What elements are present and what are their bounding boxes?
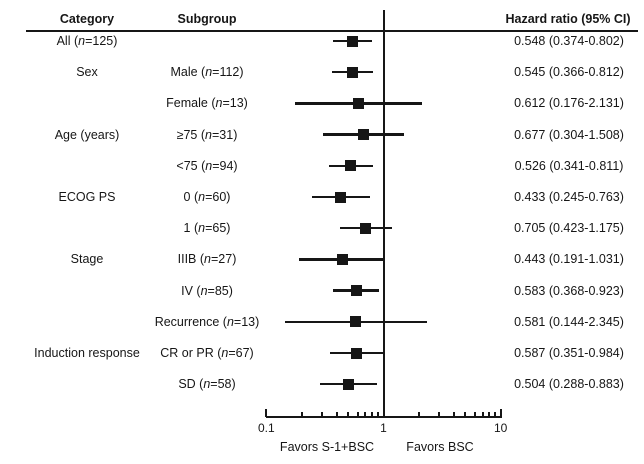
subgroup-label: ≥75 (n=31) xyxy=(176,127,238,142)
x-axis-minor-tick xyxy=(364,412,367,417)
hr-value: 0.548 (0.374-0.802) xyxy=(514,34,624,48)
hr-value: 0.581 (0.144-2.345) xyxy=(514,314,624,329)
hr-value: 0.504 (0.288-0.883) xyxy=(514,377,624,392)
x-axis-major-tick xyxy=(265,409,268,417)
x-axis-minor-tick xyxy=(481,412,484,417)
category-label: ECOG PS xyxy=(58,190,116,204)
x-axis-line xyxy=(266,416,502,418)
hr-value: 0.545 (0.366-0.812) xyxy=(514,65,624,80)
hr-marker xyxy=(358,129,370,141)
x-axis-minor-tick xyxy=(453,412,456,417)
x-axis-tick-label: 0.1 xyxy=(257,421,275,435)
hr-marker xyxy=(335,191,347,203)
hr-value: 0.526 (0.341-0.811) xyxy=(514,158,624,173)
x-axis-major-tick xyxy=(499,409,502,417)
x-axis-minor-tick xyxy=(371,412,374,417)
hr-marker xyxy=(343,378,355,390)
category-label: Stage xyxy=(70,252,104,267)
hr-marker xyxy=(345,160,357,172)
reference-line xyxy=(383,10,385,418)
x-axis-minor-tick xyxy=(335,412,338,417)
subgroup-label: IV (n=85) xyxy=(181,283,233,298)
subgroup-label: <75 (n=94) xyxy=(176,158,238,173)
x-axis-major-tick xyxy=(382,409,385,417)
subgroup-label: 1 (n=65) xyxy=(183,221,231,236)
column-header-hazard-ratio: Hazard ratio (95% CI) xyxy=(505,12,631,26)
hr-marker xyxy=(350,347,362,359)
subgroup-label: IIIB (n=27) xyxy=(177,252,237,267)
subgroup-label: Recurrence (n=13) xyxy=(154,314,260,329)
x-axis-minor-tick xyxy=(464,412,467,417)
subgroup-label: CR or PR (n=67) xyxy=(160,346,254,360)
hr-value: 0.705 (0.423-1.175) xyxy=(514,221,624,236)
subgroup-label: Female (n=13) xyxy=(166,96,248,111)
category-label: Sex xyxy=(76,65,98,80)
hr-marker xyxy=(336,253,348,265)
x-axis-minor-tick xyxy=(377,412,380,417)
hr-value: 0.443 (0.191-1.031) xyxy=(514,252,624,267)
subgroup-label: Male (n=112) xyxy=(170,65,244,80)
subgroup-label: 0 (n=60) xyxy=(183,190,231,204)
hr-value: 0.433 (0.245-0.763) xyxy=(514,190,624,204)
hr-value: 0.583 (0.368-0.923) xyxy=(514,283,624,298)
x-axis-tick-label: 10 xyxy=(494,421,508,435)
hr-value: 0.612 (0.176-2.131) xyxy=(514,96,624,111)
category-label: Age (years) xyxy=(54,127,120,142)
favors-right-label: Favors BSC xyxy=(406,440,474,454)
x-axis-minor-tick xyxy=(417,412,420,417)
favors-left-label: Favors S-1+BSC xyxy=(279,440,375,454)
x-axis-minor-tick xyxy=(473,412,476,417)
column-header-subgroup: Subgroup xyxy=(177,12,237,26)
hr-value: 0.677 (0.304-1.508) xyxy=(514,127,624,142)
x-axis-tick-label: 1 xyxy=(380,421,387,435)
category-label: All (n=125) xyxy=(56,34,118,48)
x-axis-minor-tick xyxy=(494,412,497,417)
x-axis-minor-tick xyxy=(347,412,350,417)
header-rule xyxy=(26,30,638,32)
x-axis-minor-tick xyxy=(321,412,324,417)
hr-marker xyxy=(350,285,362,297)
hr-value: 0.587 (0.351-0.984) xyxy=(514,346,624,360)
hr-marker xyxy=(347,66,359,78)
x-axis-minor-tick xyxy=(300,412,303,417)
subgroup-label: SD (n=58) xyxy=(178,377,236,392)
x-axis-minor-tick xyxy=(356,412,359,417)
x-axis-minor-tick xyxy=(438,412,441,417)
category-label: Induction response xyxy=(34,346,140,360)
column-header-category: Category xyxy=(59,12,115,26)
hr-marker xyxy=(347,35,359,47)
x-axis-minor-tick xyxy=(488,412,491,417)
hr-marker xyxy=(353,97,364,109)
hr-marker xyxy=(350,316,362,328)
hr-marker xyxy=(360,222,372,234)
